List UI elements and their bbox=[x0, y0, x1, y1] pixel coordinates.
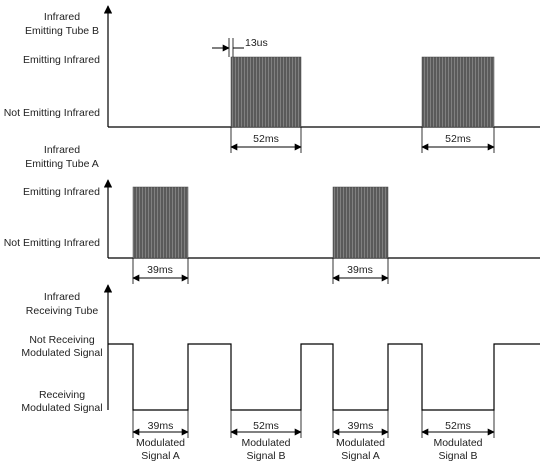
panel-title: Emitting Tube A bbox=[25, 158, 99, 170]
duration-label: 52ms bbox=[253, 133, 279, 145]
pulse bbox=[132, 186, 189, 259]
level-label: Emitting Infrared bbox=[23, 186, 100, 198]
level-label: Modulated Signal bbox=[21, 402, 102, 414]
level-label: Not Receiving bbox=[29, 334, 95, 346]
signal-label: Modulated bbox=[336, 437, 385, 449]
level-label: Receiving bbox=[39, 389, 85, 401]
duration-label: 39ms bbox=[347, 264, 373, 276]
pulse bbox=[332, 186, 389, 259]
panel-title: Infrared bbox=[44, 144, 80, 156]
level-label: Emitting Infrared bbox=[23, 54, 100, 66]
signal-label: Modulated bbox=[241, 437, 290, 449]
pulse bbox=[421, 56, 495, 128]
panel-title: Infrared bbox=[44, 11, 80, 23]
duration-label: 39ms bbox=[147, 264, 173, 276]
panel-title: Receiving Tube bbox=[26, 305, 99, 317]
duration-label: 52ms bbox=[253, 420, 279, 432]
signal-label: Signal A bbox=[341, 450, 380, 462]
level-label: Not Emitting Infrared bbox=[4, 107, 100, 119]
duration-label: 52ms bbox=[445, 420, 471, 432]
panel-title: Infrared bbox=[44, 291, 80, 303]
annotation: 13us bbox=[245, 37, 268, 49]
panel-tube-a: Infrared Emitting Tube A Emitting Infrar… bbox=[4, 144, 540, 284]
duration-label: 52ms bbox=[445, 133, 471, 145]
panel-tube-b: Infrared Emitting Tube B Emitting Infrar… bbox=[4, 5, 540, 153]
signal-label: Signal B bbox=[246, 450, 285, 462]
signal-label: Modulated bbox=[433, 437, 482, 449]
duration-label: 39ms bbox=[348, 420, 374, 432]
level-label: Not Emitting Infrared bbox=[4, 237, 100, 249]
panel-title: Emitting Tube B bbox=[25, 25, 99, 37]
pulse bbox=[230, 56, 302, 128]
waveform bbox=[108, 343, 540, 411]
signal-label: Signal B bbox=[438, 450, 477, 462]
panel-receiver: Infrared Receiving Tube Not Receiving Mo… bbox=[21, 284, 540, 462]
level-label: Modulated Signal bbox=[21, 347, 102, 359]
signal-label: Modulated bbox=[136, 437, 185, 449]
duration-label: 39ms bbox=[148, 420, 174, 432]
signal-label: Signal A bbox=[141, 450, 180, 462]
